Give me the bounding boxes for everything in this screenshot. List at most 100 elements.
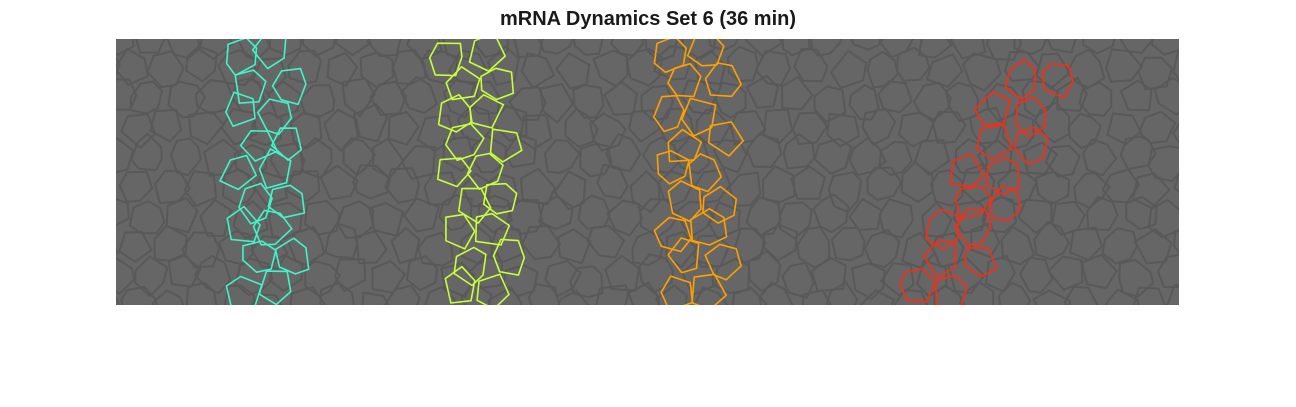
background-cell xyxy=(222,168,257,206)
background-cell xyxy=(553,170,587,211)
background-cell xyxy=(863,228,901,269)
background-cell xyxy=(826,112,861,148)
background-cell xyxy=(1000,225,1036,266)
stripe-cell xyxy=(437,93,472,133)
background-cell xyxy=(976,138,1013,176)
background-cell xyxy=(573,39,604,56)
background-cell xyxy=(387,110,420,146)
background-cell xyxy=(878,197,914,239)
background-cell xyxy=(731,286,768,305)
background-cell xyxy=(654,284,688,305)
background-cell xyxy=(194,79,235,115)
background-cell xyxy=(812,193,850,234)
background-cell xyxy=(897,111,935,148)
background-cell xyxy=(355,230,388,265)
background-cell xyxy=(761,223,799,262)
background-cell xyxy=(438,194,473,232)
background-cell xyxy=(543,139,581,174)
background-cell xyxy=(1017,198,1053,235)
background-cell xyxy=(933,284,966,305)
stripe-cell xyxy=(989,185,1022,222)
background-cell xyxy=(165,196,199,234)
background-cell xyxy=(468,255,504,290)
stripe-cell xyxy=(468,39,507,72)
background-cell xyxy=(1105,288,1140,305)
background-cells xyxy=(116,39,1179,305)
background-cell xyxy=(1173,229,1179,254)
stripe-cell xyxy=(975,124,1013,160)
background-cell xyxy=(791,111,829,146)
background-cell xyxy=(931,110,967,144)
background-cell xyxy=(232,200,270,240)
stripe-cell xyxy=(686,39,725,67)
background-cell xyxy=(1150,39,1179,56)
stripe-cell xyxy=(234,69,267,104)
stripe-cell xyxy=(656,150,690,185)
background-cell xyxy=(595,284,635,305)
background-cell xyxy=(371,260,407,294)
stripe-cell xyxy=(444,265,476,304)
stripe-cell xyxy=(985,157,1021,196)
background-cell xyxy=(217,230,255,266)
background-cell xyxy=(1131,172,1171,210)
background-cell xyxy=(442,135,475,172)
background-cell xyxy=(676,200,716,238)
background-cell xyxy=(167,254,202,288)
background-cell xyxy=(217,49,257,87)
background-cell xyxy=(537,39,574,55)
background-cell xyxy=(878,140,913,177)
background-cell xyxy=(193,254,232,295)
background-cell xyxy=(180,231,221,269)
background-cell xyxy=(220,107,258,147)
background-cell xyxy=(1080,253,1118,290)
background-cell xyxy=(866,166,903,202)
background-cell xyxy=(807,39,842,57)
background-cell xyxy=(352,164,391,200)
background-cell xyxy=(402,197,440,233)
background-cell xyxy=(796,226,831,269)
stripe-cell xyxy=(225,39,258,77)
background-cell xyxy=(304,199,341,236)
background-cell xyxy=(1147,145,1179,183)
background-cell xyxy=(234,257,274,297)
background-cell xyxy=(460,282,493,305)
stripe-cell xyxy=(1015,96,1046,138)
background-cell xyxy=(640,84,674,122)
background-cell xyxy=(958,280,995,305)
background-cell xyxy=(997,168,1038,206)
background-cell xyxy=(1125,195,1158,231)
stripe-cell xyxy=(480,67,515,101)
background-cell xyxy=(369,80,408,116)
background-cell xyxy=(747,250,782,293)
stripe-cell xyxy=(653,39,688,74)
stripe-cell xyxy=(667,128,703,163)
stripe-cell xyxy=(274,237,310,275)
background-cell xyxy=(326,51,359,88)
stripe-cell xyxy=(653,216,692,253)
background-cell xyxy=(167,80,207,119)
background-cell xyxy=(1068,226,1104,262)
background-cell xyxy=(944,81,980,123)
background-cell xyxy=(628,109,661,144)
background-cell xyxy=(962,52,1002,92)
background-cell xyxy=(681,39,717,60)
stripe-cell xyxy=(239,130,279,162)
background-cell xyxy=(289,111,323,150)
background-cell xyxy=(830,226,866,262)
stripe-cell xyxy=(445,65,481,101)
stripe-cell xyxy=(667,237,700,274)
background-cell xyxy=(1044,144,1081,178)
background-cell xyxy=(400,145,437,181)
background-cell xyxy=(203,138,242,178)
background-cell xyxy=(268,253,304,293)
background-cell xyxy=(929,169,964,208)
background-cell xyxy=(1082,39,1116,55)
stripe-cell xyxy=(219,154,257,191)
background-cell xyxy=(1106,112,1143,146)
background-cell xyxy=(185,45,218,83)
background-cell xyxy=(487,286,523,305)
background-cell xyxy=(1073,172,1111,209)
background-cell xyxy=(323,108,361,153)
stripe-cell xyxy=(453,246,487,287)
background-cell xyxy=(726,45,759,82)
